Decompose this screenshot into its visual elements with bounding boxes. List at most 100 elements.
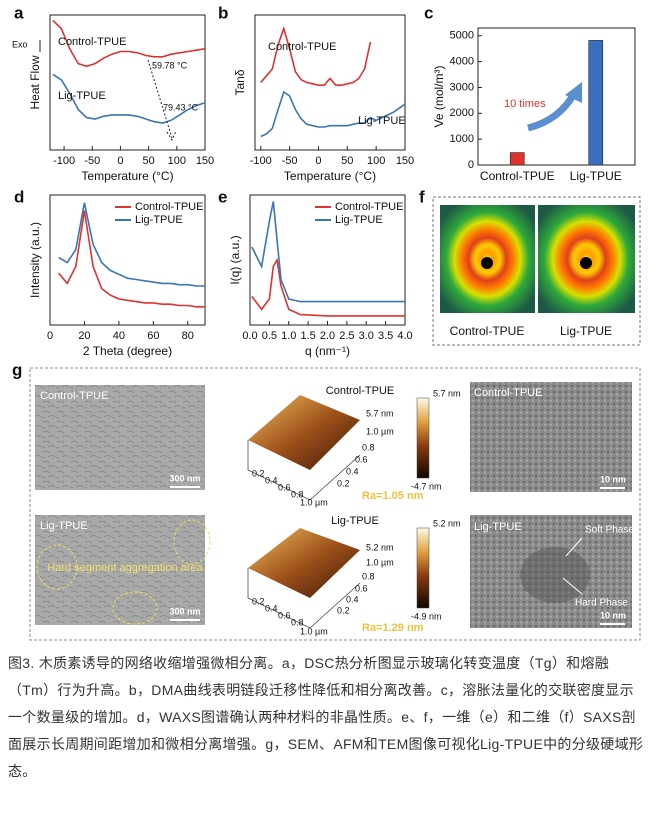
exo-label: Exo xyxy=(12,39,28,49)
x-tick-label: 0.0 xyxy=(242,330,257,342)
image-label: Lig-TPUE xyxy=(560,324,612,338)
x-tick-label: 60 xyxy=(147,330,159,342)
scale-label: 10 nm xyxy=(600,474,626,484)
data-line xyxy=(58,202,205,287)
hard-domain xyxy=(520,547,590,603)
x-tick-label: 50 xyxy=(341,155,353,167)
sem-image xyxy=(35,515,205,625)
panel-label: g xyxy=(12,360,22,379)
panel-label: c xyxy=(424,3,433,22)
x-tick-label: 50 xyxy=(143,155,155,167)
trend-arrowhead xyxy=(565,82,582,103)
afm-axis-label: 0.8 xyxy=(362,442,375,452)
plot-frame xyxy=(49,194,206,326)
image-label: Control-TPUE xyxy=(450,324,525,338)
series-label: Lig-TPUE xyxy=(58,90,106,102)
afm-surface xyxy=(248,528,360,598)
x-tick-label: 1.5 xyxy=(300,330,315,342)
afm-axis-label: 0.8 xyxy=(362,571,375,581)
x-tick-label: -50 xyxy=(84,155,100,167)
plot-frame xyxy=(49,14,206,151)
panel-label: d xyxy=(14,187,24,206)
x-tick-label: 100 xyxy=(168,155,186,167)
annotation: Hard segment aggregation area xyxy=(47,562,203,574)
beamstop xyxy=(481,257,493,269)
afm-axis-label: 0.6 xyxy=(278,610,291,620)
x-tick-label: Control-TPUE xyxy=(480,169,555,183)
x-tick-label: 4.0 xyxy=(397,330,412,342)
image-label: Lig-TPUE xyxy=(331,515,379,527)
x-tick-label: 150 xyxy=(196,155,214,167)
x-tick-label: 20 xyxy=(78,330,90,342)
highlight xyxy=(173,519,211,565)
color-bar-label: 5.7 nm xyxy=(433,388,461,398)
image-label: Control-TPUE xyxy=(474,387,542,399)
afm-axis-label: 1.0 µm xyxy=(366,426,394,436)
afm-axis-label: 0.8 xyxy=(291,489,304,499)
panel-frame xyxy=(29,367,641,641)
x-tick-label: 100 xyxy=(367,155,385,167)
series-label: Control-TPUE xyxy=(268,41,336,53)
image-label: Lig-TPUE xyxy=(40,520,88,532)
data-line xyxy=(260,25,372,86)
roughness: Ra=1.29 nm xyxy=(362,622,424,634)
x-tick-label: 150 xyxy=(396,155,414,167)
y-axis-label: I(q) (a.u.) xyxy=(228,235,242,284)
afm-axis-label: 5.2 nm xyxy=(366,542,394,552)
afm-axis-label: 5.7 nm xyxy=(366,408,394,418)
y-tick-label: 1000 xyxy=(450,133,474,145)
legend-label: Control-TPUE xyxy=(335,201,403,213)
highlight xyxy=(112,591,158,625)
legend-label: Control-TPUE xyxy=(135,201,203,213)
x-tick-label: 2.5 xyxy=(339,330,354,342)
afm-axis-label: 0.4 xyxy=(346,466,359,476)
color-bar-label: -4.7 nm xyxy=(411,481,442,491)
data-line xyxy=(260,90,406,138)
afm-axis-label: 1.0 µm xyxy=(300,497,328,507)
afm-axis-label: 1.0 µm xyxy=(366,557,394,567)
image-label: Control-TPUE xyxy=(326,385,394,397)
x-tick-label: 2.0 xyxy=(320,330,335,342)
y-tick-label: 5000 xyxy=(450,30,474,42)
annotation: Hard Phase xyxy=(575,598,628,609)
x-tick-label: 1.0 xyxy=(281,330,296,342)
panel-label: e xyxy=(218,187,227,206)
panel-frame xyxy=(432,196,641,346)
x-tick-label: 3.0 xyxy=(359,330,374,342)
plot-frame xyxy=(477,27,636,166)
panel-label: f xyxy=(419,187,425,206)
x-tick-label: 3.5 xyxy=(378,330,393,342)
afm-axis-label: 0.4 xyxy=(265,475,278,485)
x-tick-label: 40 xyxy=(113,330,125,342)
pointer xyxy=(562,577,583,595)
panel-label: b xyxy=(218,3,228,22)
x-tick-label: 0 xyxy=(47,330,53,342)
color-bar-label: 5.2 nm xyxy=(433,518,461,528)
afm-axis-label: 0.4 xyxy=(265,603,278,613)
x-tick-label: -100 xyxy=(53,155,75,167)
bar xyxy=(509,152,525,166)
afm-axes xyxy=(247,568,361,629)
x-axis-label: Temperature (°C) xyxy=(81,169,173,183)
afm-axis-label: 0.8 xyxy=(291,617,304,627)
y-tick-label: 3000 xyxy=(450,81,474,93)
x-axis-label: 2 Theta (degree) xyxy=(83,344,172,358)
figure: f Control-TPUE Lig-TPUE g Control-TPUE 3… xyxy=(12,3,641,641)
afm-axis-label: 0.6 xyxy=(355,583,368,593)
afm-axis-label: 0.2 xyxy=(252,596,265,606)
dashed-arrow xyxy=(147,59,177,142)
annotation: 59.78 °C xyxy=(152,60,188,70)
sem-image xyxy=(35,385,205,490)
series-label: Lig-TPUE xyxy=(358,115,406,127)
afm-axis-label: 0.2 xyxy=(337,605,350,615)
afm-surface xyxy=(248,395,360,470)
afm-axis-label: 0.6 xyxy=(278,482,291,492)
afm-axis-label: 0.4 xyxy=(346,594,359,604)
data-line xyxy=(52,73,206,124)
annotation: 10 times xyxy=(504,98,546,110)
x-axis-label: Temperature (°C) xyxy=(284,169,376,183)
scale-label: 300 nm xyxy=(169,473,200,483)
data-line xyxy=(57,210,205,308)
beamstop xyxy=(580,257,592,269)
pointer xyxy=(565,537,583,557)
